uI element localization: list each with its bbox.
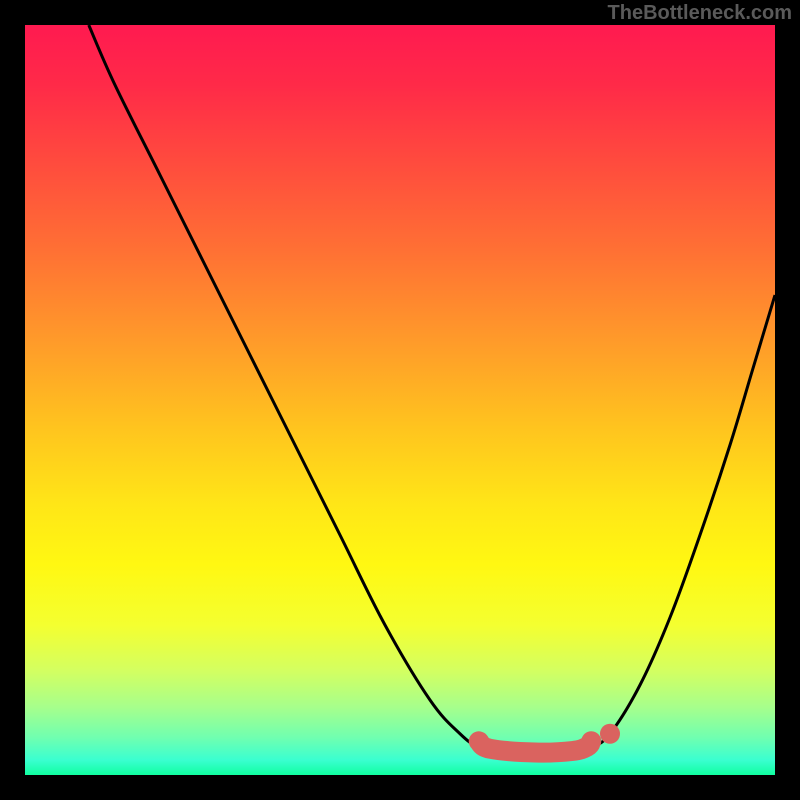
chart-container: TheBottleneck.com bbox=[0, 0, 800, 800]
bottleneck-curve-chart bbox=[0, 0, 800, 800]
watermark-text: TheBottleneck.com bbox=[608, 2, 792, 25]
optimal-point-marker bbox=[600, 724, 620, 744]
optimal-range-band bbox=[479, 741, 592, 752]
gradient-background bbox=[25, 25, 775, 775]
